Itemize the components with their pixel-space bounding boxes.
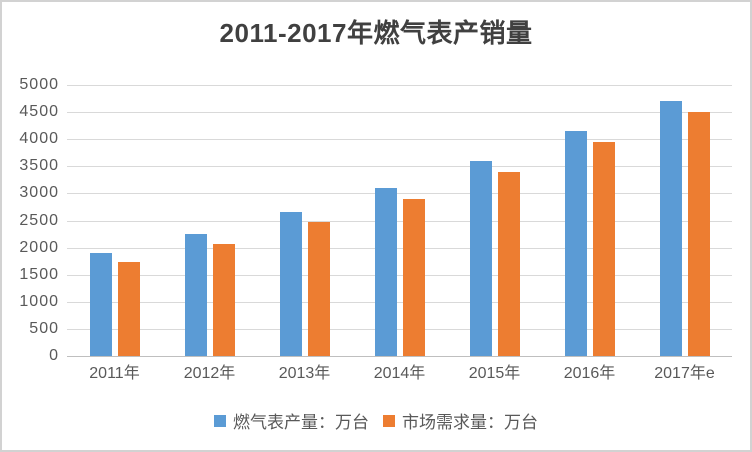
bar-series2-2014年 <box>403 199 425 356</box>
x-tick-label-1: 2011年 <box>89 365 140 382</box>
y-tick-label-3000: 3000 <box>19 184 59 201</box>
bar-series1-2015年 <box>470 161 492 356</box>
chart-title: 2011-2017年燃气表产销量 <box>219 18 533 48</box>
bar-series2-2013年 <box>308 222 330 356</box>
bar-series1-2011年 <box>90 253 112 356</box>
bar-series2-2011年 <box>118 262 140 356</box>
gridline-4000 <box>67 139 732 140</box>
gridline-5000 <box>67 85 732 86</box>
gridline-500 <box>67 329 732 330</box>
bar-series2-2012年 <box>213 244 235 356</box>
legend-label-series1: 燃气表产量：万台 <box>233 413 369 432</box>
y-tick-label-0: 0 <box>49 347 59 364</box>
legend-item-series1: 燃气表产量：万台 <box>214 408 369 433</box>
gridline-4500 <box>67 112 732 113</box>
y-tick-label-5000: 5000 <box>19 76 59 93</box>
gridline-2500 <box>67 221 732 222</box>
y-tick-label-1500: 1500 <box>19 266 59 283</box>
gridline-1500 <box>67 275 732 276</box>
x-tick-label-4: 2014年 <box>373 365 426 382</box>
y-tick-label-4000: 4000 <box>19 130 59 147</box>
x-axis-line <box>67 356 732 357</box>
x-tick-label-6: 2016年 <box>563 365 616 382</box>
bar-series1-2012年 <box>185 234 207 356</box>
plot-area <box>67 85 732 357</box>
bar-series2-2017年e <box>688 112 710 356</box>
gridline-2000 <box>67 248 732 249</box>
y-tick-label-500: 500 <box>29 320 59 337</box>
gridline-3500 <box>67 166 732 167</box>
x-tick-label-5: 2015年 <box>468 365 521 382</box>
bar-series2-2015年 <box>498 172 520 356</box>
bar-series1-2016年 <box>565 131 587 356</box>
y-tick-label-2500: 2500 <box>19 212 59 229</box>
y-tick-label-1000: 1000 <box>19 293 59 310</box>
x-tick-label-2: 2012年 <box>183 365 236 382</box>
bar-series2-2016年 <box>593 142 615 356</box>
gridline-1000 <box>67 302 732 303</box>
legend-label-series2: 市场需求量：万台 <box>402 413 538 432</box>
x-tick-label-7: 2017年e <box>654 365 715 382</box>
legend-swatch-icon <box>383 414 395 427</box>
legend-item-series2: 市场需求量：万台 <box>383 408 538 433</box>
y-tick-label-4500: 4500 <box>19 103 59 120</box>
legend-swatch-icon <box>214 414 226 427</box>
gridline-3000 <box>67 193 732 194</box>
bar-series1-2017年e <box>660 101 682 356</box>
y-tick-label-3500: 3500 <box>19 157 59 174</box>
legend: 燃气表产量：万台 市场需求量：万台 <box>2 408 750 433</box>
bar-series1-2013年 <box>280 212 302 356</box>
bar-series1-2014年 <box>375 188 397 356</box>
x-tick-label-3: 2013年 <box>278 365 331 382</box>
y-tick-label-2000: 2000 <box>19 239 59 256</box>
